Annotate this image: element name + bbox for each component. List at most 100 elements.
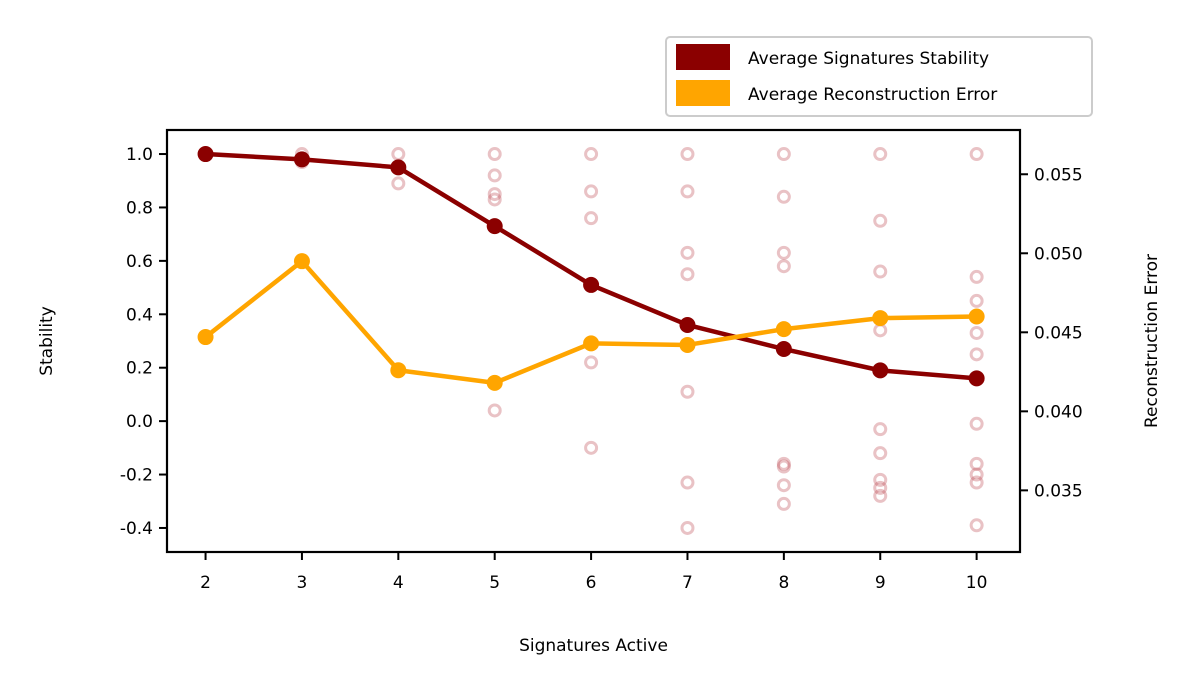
scatter-point xyxy=(487,147,502,162)
series-marker-stability xyxy=(197,146,214,163)
series-marker-stability xyxy=(968,370,985,387)
series-marker-reconstruction-error xyxy=(197,329,214,346)
y2-tick-label: 0.050 xyxy=(1034,244,1083,264)
scatter-point xyxy=(776,456,791,471)
series-marker-reconstruction-error xyxy=(583,335,600,352)
y2-axis-label: Reconstruction Error xyxy=(1142,254,1162,428)
series-marker-stability xyxy=(775,341,792,358)
scatter-point xyxy=(487,192,502,207)
y-tick-label: -0.4 xyxy=(120,519,153,539)
y2-tick-label: 0.045 xyxy=(1034,323,1083,343)
scatter-point xyxy=(776,496,791,511)
scatter-point xyxy=(969,456,984,471)
scatter-point xyxy=(776,259,791,274)
scatter-point xyxy=(776,189,791,204)
scatter-point xyxy=(584,211,599,226)
series-marker-reconstruction-error xyxy=(872,310,889,327)
scatter-point xyxy=(487,403,502,418)
legend-swatch-stability xyxy=(676,44,730,70)
scatter-point xyxy=(969,518,984,533)
scatter-point xyxy=(391,176,406,191)
legend-box xyxy=(665,36,1093,117)
series-lines xyxy=(197,146,985,391)
stability-scatter-points xyxy=(198,147,984,535)
series-marker-reconstruction-error xyxy=(679,336,696,353)
scatter-point xyxy=(873,422,888,437)
x-axis-label: Signatures Active xyxy=(519,636,668,656)
series-marker-stability xyxy=(583,276,600,293)
legend: Average Signatures Stability Average Rec… xyxy=(665,36,1093,117)
x-tick-label: 5 xyxy=(489,573,500,593)
scatter-point xyxy=(873,213,888,228)
series-marker-stability xyxy=(293,151,310,168)
legend-label-reconstruction-error: Average Reconstruction Error xyxy=(748,85,997,105)
x-tick-label: 6 xyxy=(586,573,597,593)
scatter-point xyxy=(969,347,984,362)
scatter-point xyxy=(873,264,888,279)
y-tick-label: 0.4 xyxy=(126,305,153,325)
scatter-point xyxy=(680,147,695,162)
x-tick-label: 10 xyxy=(966,573,988,593)
scatter-point xyxy=(873,472,888,487)
axes: 2 3 4 5 6 7 8 9 10 1.0 0.8 0.6 0.4 0.2 0.0 -0.2 -0.4 0.05… xyxy=(120,145,1083,593)
scatter-point xyxy=(487,168,502,183)
series-marker-reconstruction-error xyxy=(775,321,792,338)
scatter-point xyxy=(776,147,791,162)
y2-tick-label: 0.040 xyxy=(1034,402,1083,422)
series-marker-stability xyxy=(872,362,889,379)
y-tick-label: -0.2 xyxy=(120,466,153,486)
scatter-point xyxy=(873,147,888,162)
series-marker-reconstruction-error xyxy=(486,374,503,391)
series-marker-reconstruction-error xyxy=(293,253,310,270)
x-tick-label: 9 xyxy=(875,573,886,593)
legend-swatch-reconstruction-error xyxy=(676,80,730,106)
scatter-point xyxy=(680,184,695,199)
scatter-point xyxy=(391,147,406,162)
legend-label-stability: Average Signatures Stability xyxy=(748,49,989,69)
scatter-point xyxy=(776,245,791,260)
scatter-point xyxy=(584,440,599,455)
scatter-point xyxy=(584,147,599,162)
series-marker-stability xyxy=(679,316,696,333)
series-marker-stability xyxy=(390,159,407,176)
y-tick-label: 1.0 xyxy=(126,145,153,165)
y-axis-label: Stability xyxy=(37,306,57,376)
x-tick-label: 8 xyxy=(778,573,789,593)
scatter-point xyxy=(969,147,984,162)
series-marker-reconstruction-error xyxy=(390,362,407,379)
x-tick-label: 3 xyxy=(297,573,308,593)
y2-tick-label: 0.035 xyxy=(1034,481,1083,501)
scatter-point xyxy=(969,416,984,431)
scatter-point xyxy=(873,488,888,503)
scatter-point xyxy=(680,520,695,535)
scatter-point xyxy=(873,480,888,495)
y-tick-label: 0.0 xyxy=(126,412,153,432)
scatter-point xyxy=(487,187,502,202)
scatter-point xyxy=(680,267,695,282)
y-tick-label: 0.2 xyxy=(126,359,153,379)
scatter-point xyxy=(776,459,791,474)
scatter-point xyxy=(969,325,984,340)
scatter-point xyxy=(680,475,695,490)
scatter-point xyxy=(776,478,791,493)
x-tick-label: 2 xyxy=(200,573,211,593)
plot-frame xyxy=(165,128,1022,554)
y-tick-label: 0.6 xyxy=(126,252,153,272)
series-marker-stability xyxy=(486,218,503,235)
scatter-point xyxy=(584,184,599,199)
scatter-point xyxy=(969,467,984,482)
scatter-point xyxy=(969,269,984,284)
scatter-point xyxy=(873,323,888,338)
y-tick-label: 0.8 xyxy=(126,198,153,218)
scatter-point xyxy=(969,293,984,308)
series-marker-reconstruction-error xyxy=(968,308,985,325)
scatter-point xyxy=(680,245,695,260)
x-tick-label: 7 xyxy=(682,573,693,593)
scatter-point xyxy=(969,475,984,490)
scatter-point xyxy=(680,384,695,399)
y2-tick-label: 0.055 xyxy=(1034,165,1083,185)
scatter-point xyxy=(873,446,888,461)
scatter-point xyxy=(584,355,599,370)
x-tick-label: 4 xyxy=(393,573,404,593)
